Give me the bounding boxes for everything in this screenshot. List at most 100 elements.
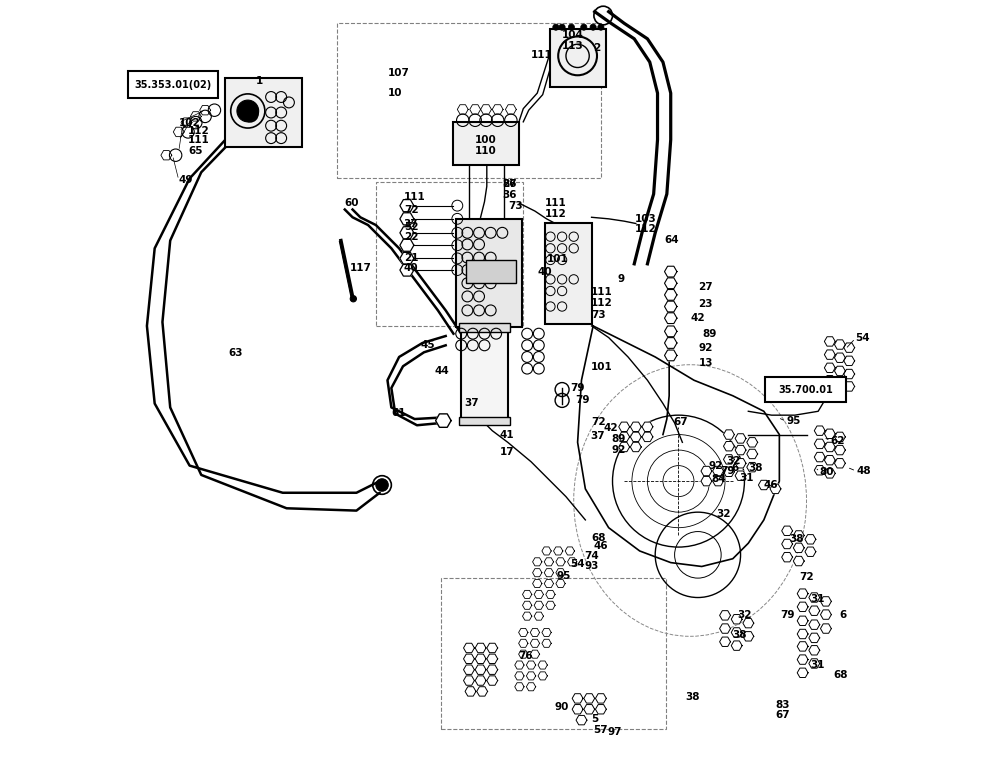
Polygon shape: [834, 445, 845, 455]
Polygon shape: [556, 569, 565, 577]
Circle shape: [598, 24, 604, 30]
Polygon shape: [665, 278, 677, 289]
Text: 38: 38: [748, 463, 763, 473]
Polygon shape: [797, 589, 808, 598]
Text: 46: 46: [594, 542, 609, 551]
Polygon shape: [824, 456, 835, 465]
Polygon shape: [595, 705, 606, 714]
Bar: [456, 219, 522, 327]
Text: 23: 23: [698, 300, 712, 309]
Polygon shape: [665, 338, 677, 348]
Text: 10: 10: [388, 88, 403, 98]
Polygon shape: [515, 683, 524, 691]
Polygon shape: [576, 715, 587, 725]
Polygon shape: [743, 632, 754, 641]
Polygon shape: [400, 199, 414, 212]
Polygon shape: [720, 611, 730, 620]
Polygon shape: [809, 606, 820, 615]
Text: 111: 111: [591, 287, 613, 296]
Polygon shape: [743, 618, 754, 628]
Text: 31: 31: [739, 473, 754, 483]
Polygon shape: [584, 694, 595, 703]
Polygon shape: [534, 601, 543, 609]
Polygon shape: [824, 429, 835, 438]
Polygon shape: [735, 445, 746, 455]
Text: 111: 111: [188, 136, 210, 145]
Text: 17: 17: [500, 448, 515, 457]
Polygon shape: [809, 646, 820, 655]
Circle shape: [237, 100, 259, 122]
Polygon shape: [530, 639, 540, 647]
Text: 110: 110: [475, 146, 497, 155]
Text: 54: 54: [571, 559, 585, 569]
Polygon shape: [797, 642, 808, 651]
Polygon shape: [665, 289, 677, 300]
Polygon shape: [793, 543, 804, 553]
Circle shape: [559, 24, 565, 30]
Text: 90: 90: [554, 702, 569, 712]
Text: 112: 112: [591, 298, 613, 307]
Text: 22: 22: [404, 233, 418, 242]
Polygon shape: [834, 432, 845, 442]
Text: 46: 46: [764, 480, 778, 490]
Text: 89: 89: [703, 329, 717, 338]
Text: 64: 64: [665, 235, 679, 244]
Polygon shape: [464, 676, 474, 685]
Polygon shape: [665, 326, 677, 337]
Text: 92: 92: [699, 343, 713, 352]
Polygon shape: [523, 591, 532, 598]
Text: 93: 93: [585, 561, 599, 570]
Text: 37: 37: [464, 398, 479, 407]
Polygon shape: [844, 343, 855, 352]
Circle shape: [350, 296, 356, 302]
Polygon shape: [793, 556, 804, 566]
Text: 74: 74: [585, 552, 599, 561]
Text: 27: 27: [698, 282, 713, 292]
Bar: [376, 182, 523, 326]
Bar: [225, 78, 302, 147]
Text: 38: 38: [789, 534, 804, 543]
Polygon shape: [530, 629, 540, 636]
Text: 45: 45: [421, 341, 435, 350]
Text: 72: 72: [404, 206, 418, 215]
Text: 31: 31: [810, 594, 825, 604]
Bar: [461, 331, 508, 423]
Polygon shape: [642, 422, 653, 431]
Polygon shape: [487, 665, 498, 674]
Polygon shape: [809, 620, 820, 629]
Polygon shape: [731, 628, 742, 637]
Text: 35.700.01: 35.700.01: [778, 385, 833, 394]
Polygon shape: [665, 301, 677, 312]
Polygon shape: [824, 442, 835, 452]
Polygon shape: [665, 313, 677, 324]
Polygon shape: [824, 337, 835, 346]
Polygon shape: [584, 705, 595, 714]
Polygon shape: [400, 264, 414, 276]
Polygon shape: [797, 668, 808, 677]
Polygon shape: [630, 442, 641, 452]
Polygon shape: [834, 459, 845, 468]
Polygon shape: [161, 151, 172, 160]
Bar: [459, 323, 510, 332]
Polygon shape: [844, 356, 855, 365]
Circle shape: [376, 479, 388, 491]
Bar: [545, 223, 592, 324]
Polygon shape: [797, 629, 808, 639]
Polygon shape: [735, 471, 746, 480]
Text: 1: 1: [256, 77, 263, 86]
Bar: [466, 260, 516, 283]
Text: 57: 57: [593, 726, 608, 735]
Text: 9: 9: [617, 274, 624, 283]
Polygon shape: [824, 376, 835, 385]
Text: 2: 2: [593, 43, 600, 53]
Circle shape: [553, 24, 559, 30]
Text: 117: 117: [349, 263, 371, 272]
Polygon shape: [814, 426, 825, 435]
Circle shape: [590, 24, 596, 30]
Text: 38: 38: [733, 630, 747, 639]
Text: 42: 42: [604, 423, 619, 432]
Polygon shape: [797, 655, 808, 664]
Polygon shape: [544, 569, 554, 577]
Text: 5: 5: [591, 715, 598, 724]
Polygon shape: [546, 591, 555, 598]
